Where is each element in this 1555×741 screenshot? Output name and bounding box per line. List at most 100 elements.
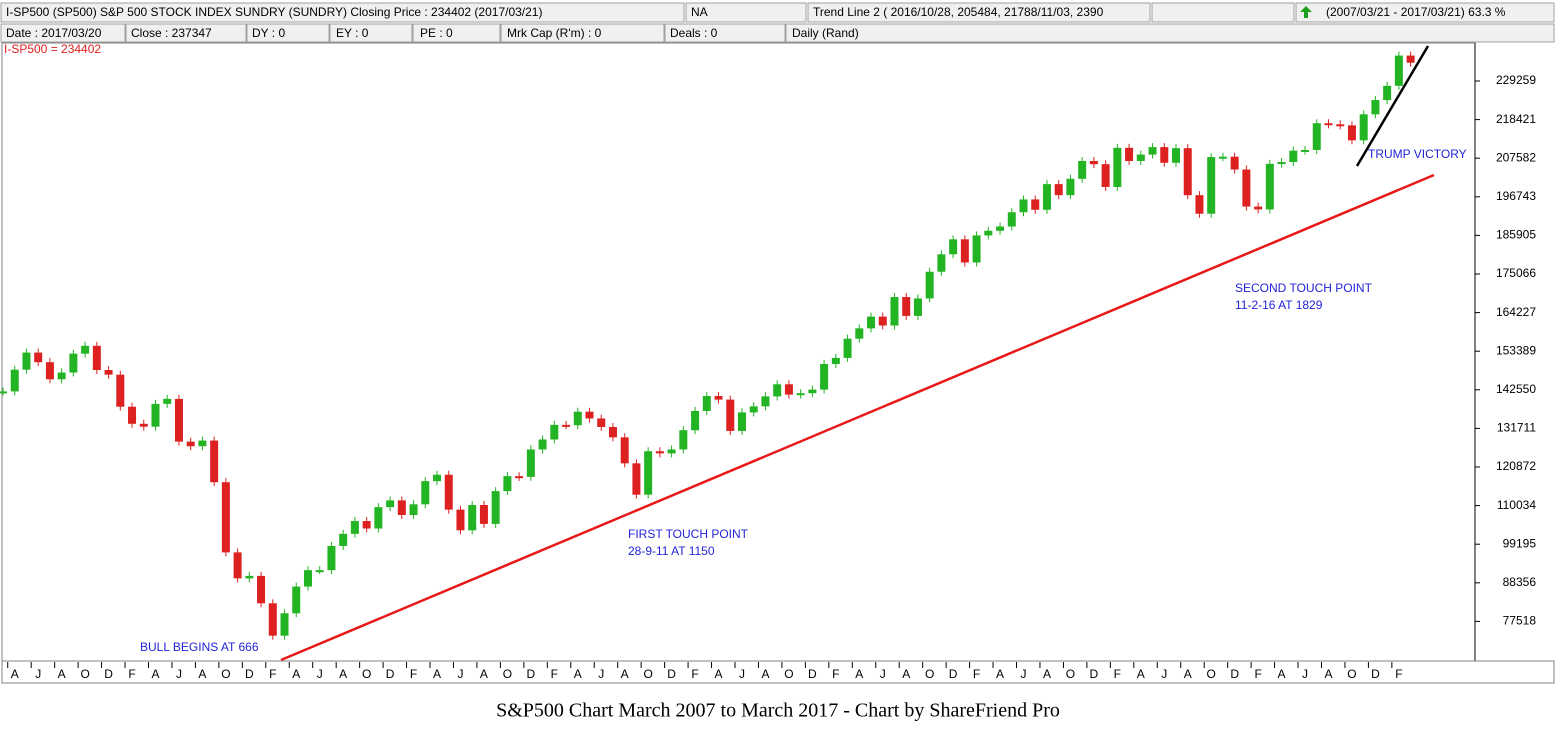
candle [1207,157,1216,214]
y-tick-label: 164227 [1496,305,1536,319]
candle [984,230,993,236]
header-field [412,23,501,43]
annotation: 28-9-11 AT 1150 [628,544,715,558]
header-field [1295,2,1555,23]
x-tick-label: O [503,667,512,681]
candle [878,316,887,326]
candle [843,338,852,358]
y-tick-label: 218421 [1496,112,1536,126]
x-tick-label: A [1184,667,1192,681]
candle [104,370,113,375]
candle [714,396,723,400]
x-tick-label: F [832,667,839,681]
x-tick-label: F [1395,667,1402,681]
header-row: Date : 2017/03/20 Close : 237347 DY : 0 … [0,23,1555,43]
x-tick-label: J [457,667,463,681]
candle [491,491,500,524]
header-field [685,2,807,23]
x-tick-label: F [691,667,698,681]
candle [339,533,348,546]
annotation: SECOND TOUCH POINT [1235,281,1373,295]
y-tick-label: 175066 [1496,266,1536,280]
candle [257,575,266,604]
y-tick-label: 77518 [1503,614,1537,628]
candle [1042,184,1051,210]
x-tick-label: A [761,667,769,681]
x-axis-strip [1,660,1555,684]
candle [1265,163,1274,210]
candle [1230,156,1239,170]
x-tick-label: O [925,667,934,681]
candle [855,328,864,339]
x-tick-label: F [269,667,276,681]
candle [350,521,359,534]
x-tick-label: A [574,667,582,681]
header-text: NA [691,5,708,19]
candle [1113,147,1122,187]
candle [151,403,160,427]
candle [972,235,981,263]
candle [913,298,922,316]
header-field [664,23,786,43]
y-tick-label: 229259 [1496,73,1536,87]
candle [174,398,183,442]
candle [937,254,946,272]
candle [45,362,54,380]
candle [960,239,969,263]
candle [81,345,90,354]
candle [1289,150,1298,163]
x-tick-label: A [480,667,488,681]
x-tick-label: A [855,667,863,681]
candle [303,570,312,587]
candle [327,545,336,571]
x-tick-label: A [292,667,300,681]
candle [245,575,254,579]
x-tick-label: D [386,667,395,681]
header-field [0,23,126,43]
header-field [1151,2,1295,23]
x-tick-label: A [58,667,66,681]
header-text: Close : 237347 [131,26,212,40]
candle [198,440,207,447]
candle [69,353,78,373]
candle [1394,55,1403,86]
x-tick-label: O [362,667,371,681]
candle [526,449,535,477]
trend-line [1355,45,1430,167]
x-tick-label: J [739,667,745,681]
candle [421,481,430,505]
candle [1054,184,1063,196]
candle [655,451,664,454]
candle [867,316,876,329]
x-tick-label: J [1021,667,1027,681]
candle [585,411,594,419]
header-field [246,23,330,43]
candle [57,372,66,380]
candle [538,439,547,450]
candle [1101,164,1110,187]
up-arrow-icon [1300,6,1312,18]
candle [515,476,524,479]
candles [0,51,1415,640]
y-tick-label: 153389 [1496,343,1536,357]
header-text: (2007/03/21 - 2017/03/21) 63.3 % [1326,5,1506,19]
candle [186,441,195,447]
price-label: I-SP500 = 234402 [4,42,101,56]
candle [1136,154,1145,161]
x-tick-label: O [1347,667,1356,681]
x-tick-label: D [1371,667,1380,681]
trend-line [280,173,1435,662]
x-tick-label: O [1066,667,1075,681]
candle [128,406,137,424]
candle [1066,178,1075,196]
annotation: 11-2-16 AT 1829 [1235,298,1323,312]
candle [1336,124,1345,127]
candle [1277,162,1286,165]
x-tick-label: A [902,667,910,681]
candle [808,389,817,394]
header-text: I-SP500 (SP500) S&P 500 STOCK INDEX SUND… [6,5,542,19]
candle [386,500,395,508]
x-tick-label: F [973,667,980,681]
x-tick-label: F [1114,667,1121,681]
candle [1019,199,1028,213]
